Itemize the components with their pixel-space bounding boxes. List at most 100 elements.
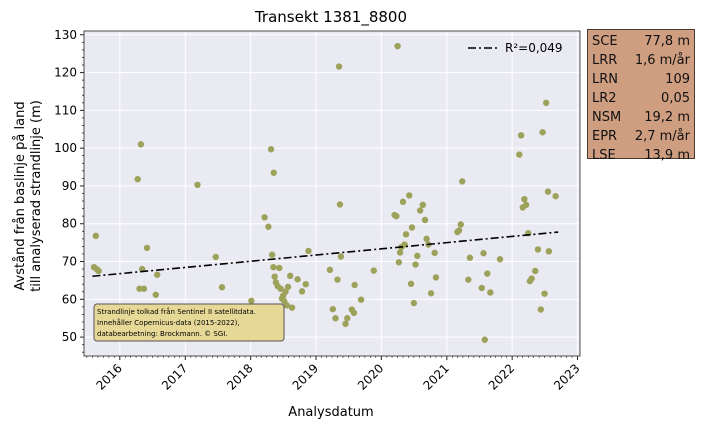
data-point — [154, 271, 161, 278]
data-point — [539, 129, 546, 136]
data-point — [137, 141, 145, 148]
attribution-line-2: Innehåller Copernicus-data (2015-2022), — [97, 318, 240, 327]
plot-area — [83, 30, 581, 357]
data-point — [284, 283, 292, 291]
data-point — [542, 99, 550, 107]
data-point — [265, 223, 272, 230]
legend-trend-label: R²=0,049 — [505, 41, 563, 55]
data-point — [95, 267, 102, 275]
data-point — [334, 276, 341, 283]
stat-key: LSE — [592, 148, 616, 163]
data-point — [134, 175, 141, 183]
data-point — [457, 221, 464, 228]
y-tick-label: 80 — [62, 217, 77, 231]
stat-key: SCE — [592, 34, 618, 49]
data-point — [480, 250, 487, 257]
data-point — [423, 235, 430, 243]
data-point — [288, 304, 296, 311]
data-point — [416, 207, 424, 214]
data-point — [370, 267, 377, 274]
data-point — [414, 252, 421, 260]
stat-value: 0,05 — [661, 91, 690, 106]
x-tick-label: 2019 — [290, 361, 321, 392]
data-point — [140, 285, 148, 292]
data-point — [212, 253, 219, 261]
stat-key: LR2 — [592, 91, 617, 106]
data-point — [419, 201, 427, 209]
data-point — [283, 302, 291, 309]
data-point — [421, 216, 429, 224]
data-point — [532, 267, 539, 275]
data-point — [408, 224, 416, 231]
data-point — [521, 195, 528, 203]
data-point — [410, 299, 418, 307]
data-point — [270, 263, 277, 271]
data-point — [92, 232, 100, 240]
data-point — [459, 178, 466, 185]
data-point — [516, 151, 523, 158]
data-point — [337, 253, 345, 260]
data-point — [261, 214, 268, 221]
data-point — [342, 320, 349, 328]
data-point — [326, 266, 334, 274]
x-tick-label: 2022 — [486, 361, 517, 392]
data-point — [271, 273, 278, 280]
attribution-box: Strandlinje tolkad från Sentinel II sate… — [93, 303, 285, 342]
plot-background — [84, 31, 580, 356]
data-point — [431, 249, 438, 257]
data-point — [143, 244, 151, 252]
stat-key: LRR — [592, 53, 618, 68]
stat-value: 19,2 m — [644, 110, 690, 125]
data-point — [270, 169, 277, 176]
data-point — [152, 291, 159, 298]
data-point — [357, 296, 365, 303]
data-point — [395, 259, 403, 266]
data-point — [396, 249, 404, 256]
y-tick-label: 110 — [54, 103, 77, 117]
x-tick-label: 2016 — [93, 361, 124, 392]
stat-row-lse: LSE 13,9 m — [592, 146, 690, 165]
y-tick-label: 130 — [54, 28, 77, 42]
data-point — [544, 188, 552, 195]
data-point — [487, 289, 494, 296]
y-axis: 50 60 70 80 90 100 110 120 130 — [54, 28, 84, 353]
data-point — [218, 284, 226, 291]
x-tick-label: 2023 — [551, 361, 582, 392]
data-point — [427, 290, 435, 297]
y-tick-label: 90 — [62, 179, 77, 193]
stat-value: 13,9 m — [644, 148, 690, 163]
stat-key: NSM — [592, 110, 622, 125]
x-tick-label: 2020 — [355, 361, 386, 392]
data-point — [522, 201, 530, 209]
data-point — [394, 42, 401, 50]
statistics-box: SCE 77,8 m LRR 1,6 m/år LRN 109 LR2 0,05… — [587, 29, 695, 163]
data-point — [465, 276, 472, 283]
y-axis-label-line-2: till analyserad strandlinje (m) — [29, 100, 44, 292]
stat-row-lrn: LRN 109 — [592, 70, 690, 89]
data-point — [136, 285, 143, 292]
data-point — [298, 288, 306, 295]
stat-row-lrr: LRR 1,6 m/år — [592, 51, 690, 70]
stat-value: 1,6 m/år — [634, 53, 690, 68]
data-point — [534, 246, 542, 253]
data-point — [294, 276, 301, 283]
data-point — [329, 305, 337, 313]
data-point — [552, 192, 559, 200]
stat-row-nsm: NSM 19,2 m — [592, 108, 690, 127]
data-point — [248, 297, 255, 305]
attribution-line-3: databearbetning: Brockmann. © SGI. — [97, 330, 228, 338]
data-point — [484, 270, 491, 277]
data-point — [302, 280, 309, 288]
data-point — [406, 192, 413, 199]
x-axis-label: Analysdatum — [288, 405, 373, 420]
trend-line — [92, 231, 559, 278]
data-point — [481, 336, 488, 343]
x-tick-label: 2018 — [224, 361, 255, 392]
data-point — [276, 264, 283, 272]
data-point — [282, 288, 289, 295]
data-point — [305, 247, 312, 255]
y-tick-label: 60 — [62, 292, 77, 306]
data-point — [277, 285, 284, 292]
attribution-line-1: Strandlinje tolkad från Sentinel II sate… — [97, 307, 256, 316]
